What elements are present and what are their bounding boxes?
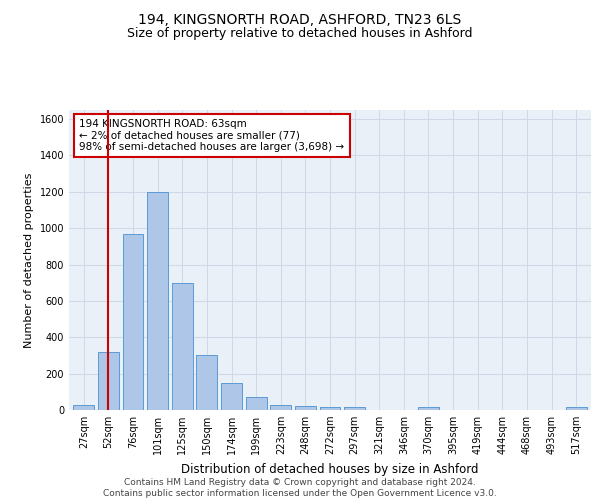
- Bar: [122, 234, 143, 410]
- Bar: [418, 408, 439, 410]
- Bar: [196, 356, 217, 410]
- Bar: [270, 404, 291, 410]
- Bar: [566, 408, 587, 410]
- Text: Contains HM Land Registry data © Crown copyright and database right 2024.
Contai: Contains HM Land Registry data © Crown c…: [103, 478, 497, 498]
- Bar: [98, 352, 119, 410]
- Text: 194 KINGSNORTH ROAD: 63sqm
← 2% of detached houses are smaller (77)
98% of semi-: 194 KINGSNORTH ROAD: 63sqm ← 2% of detac…: [79, 119, 344, 152]
- Y-axis label: Number of detached properties: Number of detached properties: [24, 172, 34, 348]
- Bar: [147, 192, 168, 410]
- Bar: [73, 404, 94, 410]
- Bar: [245, 398, 266, 410]
- Bar: [320, 408, 340, 410]
- Bar: [295, 406, 316, 410]
- Text: Size of property relative to detached houses in Ashford: Size of property relative to detached ho…: [127, 28, 473, 40]
- Bar: [172, 282, 193, 410]
- Text: 194, KINGSNORTH ROAD, ASHFORD, TN23 6LS: 194, KINGSNORTH ROAD, ASHFORD, TN23 6LS: [139, 12, 461, 26]
- Bar: [344, 408, 365, 410]
- X-axis label: Distribution of detached houses by size in Ashford: Distribution of detached houses by size …: [181, 462, 479, 475]
- Bar: [221, 382, 242, 410]
